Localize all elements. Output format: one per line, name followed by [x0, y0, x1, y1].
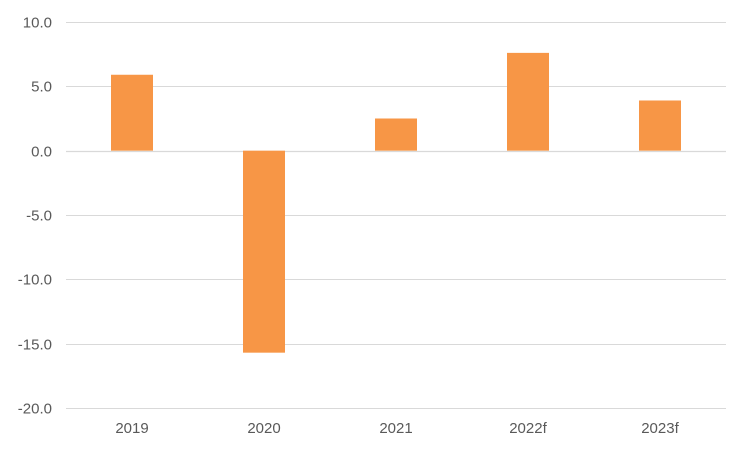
y-tick-label: 5.0 — [31, 79, 52, 96]
x-tick-label: 2019 — [115, 420, 148, 437]
x-tick-label: 2020 — [247, 420, 280, 437]
y-tick-label: -5.0 — [26, 208, 52, 225]
y-tick-label: -10.0 — [18, 272, 52, 289]
bar-2023f — [639, 100, 681, 151]
bar-2021 — [375, 118, 417, 151]
bar-2022f — [507, 52, 549, 151]
y-tick-label: 0.0 — [31, 144, 52, 161]
gridlines — [66, 22, 726, 409]
bar-2020 — [243, 150, 285, 353]
y-axis-tick-labels: 10.0 5.0 0.0 -5.0 -10.0 -15.0 -20.0 — [18, 15, 52, 418]
x-tick-label: 2022f — [509, 420, 547, 437]
x-tick-label: 2021 — [379, 420, 412, 437]
y-tick-label: -15.0 — [18, 337, 52, 354]
x-tick-label: 2023f — [641, 420, 679, 437]
y-tick-label: -20.0 — [18, 401, 52, 418]
bar-2019 — [111, 74, 153, 151]
bars — [111, 52, 681, 353]
y-tick-label: 10.0 — [23, 15, 52, 32]
x-axis-tick-labels: 2019 2020 2021 2022f 2023f — [115, 420, 679, 437]
